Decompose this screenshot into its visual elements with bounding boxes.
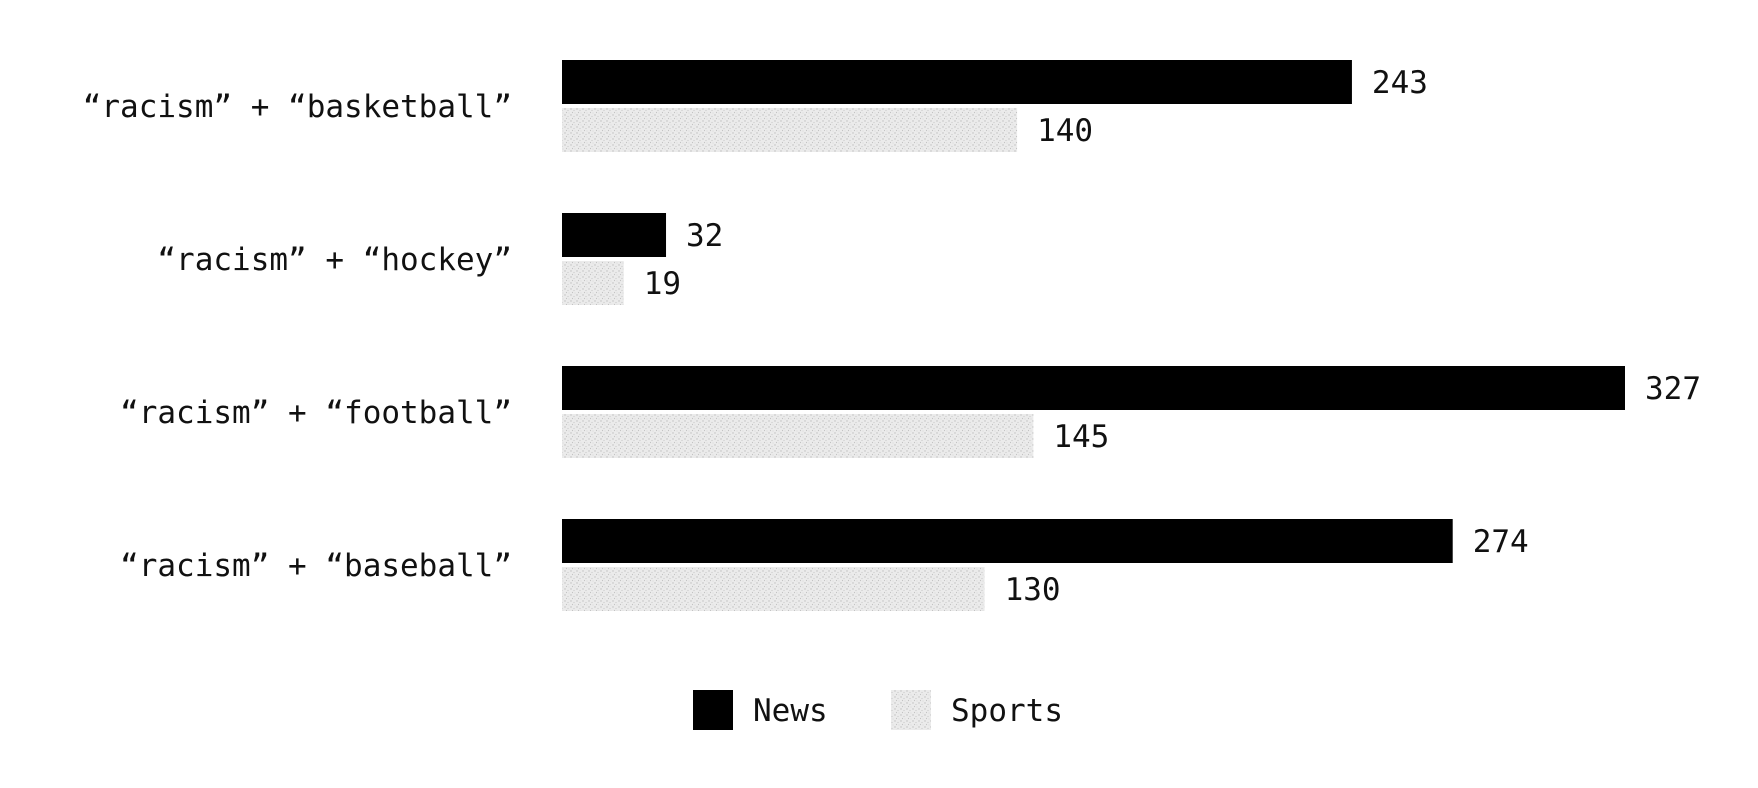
legend-label-news: News (753, 693, 828, 729)
bar-news-racism-baseball (562, 519, 1453, 563)
category-label-racism-football: “racism” + “football” (120, 395, 512, 431)
legend-swatch-sports (891, 690, 931, 730)
bar-sports-racism-baseball (562, 567, 985, 611)
legend: News Sports (693, 690, 1063, 730)
category-label-racism-baseball: “racism” + “baseball” (120, 548, 512, 584)
category-label-racism-hockey: “racism” + “hockey” (157, 242, 512, 278)
value-label-news-racism-football: 327 (1645, 371, 1701, 407)
value-label-sports-racism-hockey: 19 (644, 266, 681, 302)
value-label-news-racism-baseball: 274 (1473, 524, 1529, 560)
bar-news-racism-basketball (562, 60, 1352, 104)
bar-sports-racism-football (562, 414, 1034, 458)
value-label-news-racism-basketball: 243 (1372, 65, 1428, 101)
value-label-news-racism-hockey: 32 (686, 218, 723, 254)
bar-sports-racism-hockey (562, 261, 624, 305)
value-label-sports-racism-football: 145 (1053, 419, 1109, 455)
bars (562, 60, 1625, 611)
value-label-sports-racism-baseball: 130 (1005, 572, 1061, 608)
category-label-racism-basketball: “racism” + “basketball” (83, 89, 512, 125)
category-labels: “racism” + “basketball” “racism” + “hocke… (83, 89, 512, 584)
value-label-sports-racism-basketball: 140 (1037, 113, 1093, 149)
bar-news-racism-hockey (562, 213, 667, 257)
bar-news-racism-football (562, 366, 1625, 410)
legend-swatch-news (693, 690, 733, 730)
legend-label-sports: Sports (951, 693, 1063, 729)
bar-sports-racism-basketball (562, 108, 1018, 152)
